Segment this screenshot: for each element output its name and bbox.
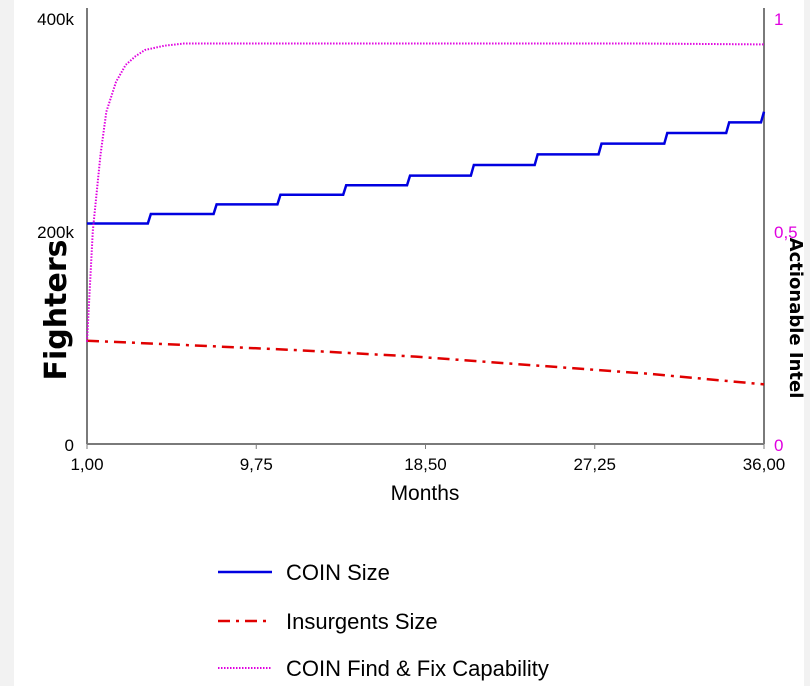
right-y-axis-title: Actionable Intel	[785, 238, 804, 399]
y-tick-label: 0	[65, 436, 74, 455]
y-axis-title: Fighters	[39, 240, 74, 381]
legend: COIN Size Insurgents Size COIN Find & Fi…	[218, 560, 549, 681]
right-y-tick-label: 1	[774, 10, 783, 29]
x-tick-label: 36,00	[743, 455, 786, 474]
right-y-tick-label: 0,5	[774, 223, 798, 242]
series-layer	[86, 42, 766, 386]
legend-label-coin-size: COIN Size	[286, 560, 390, 585]
legend-item-insurgents-size: Insurgents Size	[218, 609, 438, 634]
legend-label-coin-find-fix: COIN Find & Fix Capability	[286, 656, 549, 681]
legend-item-coin-find-fix: COIN Find & Fix Capability	[218, 656, 549, 681]
right-y-tick-label: 0	[774, 436, 783, 455]
right-y-tick-labels: 00,51	[774, 10, 798, 455]
y-tick-label: 400k	[37, 10, 74, 29]
y-tick-labels: 0 200k 400k	[37, 10, 74, 455]
series-line-coin-find-fix-capability	[86, 42, 765, 342]
legend-label-insurgents-size: Insurgents Size	[286, 609, 438, 634]
x-tick-label: 1,00	[70, 455, 103, 474]
y-tick-label: 200k	[37, 223, 74, 242]
series-line-insurgents-size	[86, 339, 765, 386]
x-tick-label: 18,50	[404, 455, 447, 474]
x-axis-title: Months	[391, 482, 460, 505]
x-tick-labels: 1,00 9,75 18,50 27,25 36,00	[70, 444, 785, 474]
series-line-coin-size	[87, 111, 766, 225]
legend-item-coin-size: COIN Size	[218, 560, 390, 585]
x-tick-label: 9,75	[240, 455, 273, 474]
chart-container: 1,00 9,75 18,50 27,25 36,00 0 200k 400k 0 0,5 1 …	[14, 0, 804, 686]
x-tick-label: 27,25	[573, 455, 616, 474]
